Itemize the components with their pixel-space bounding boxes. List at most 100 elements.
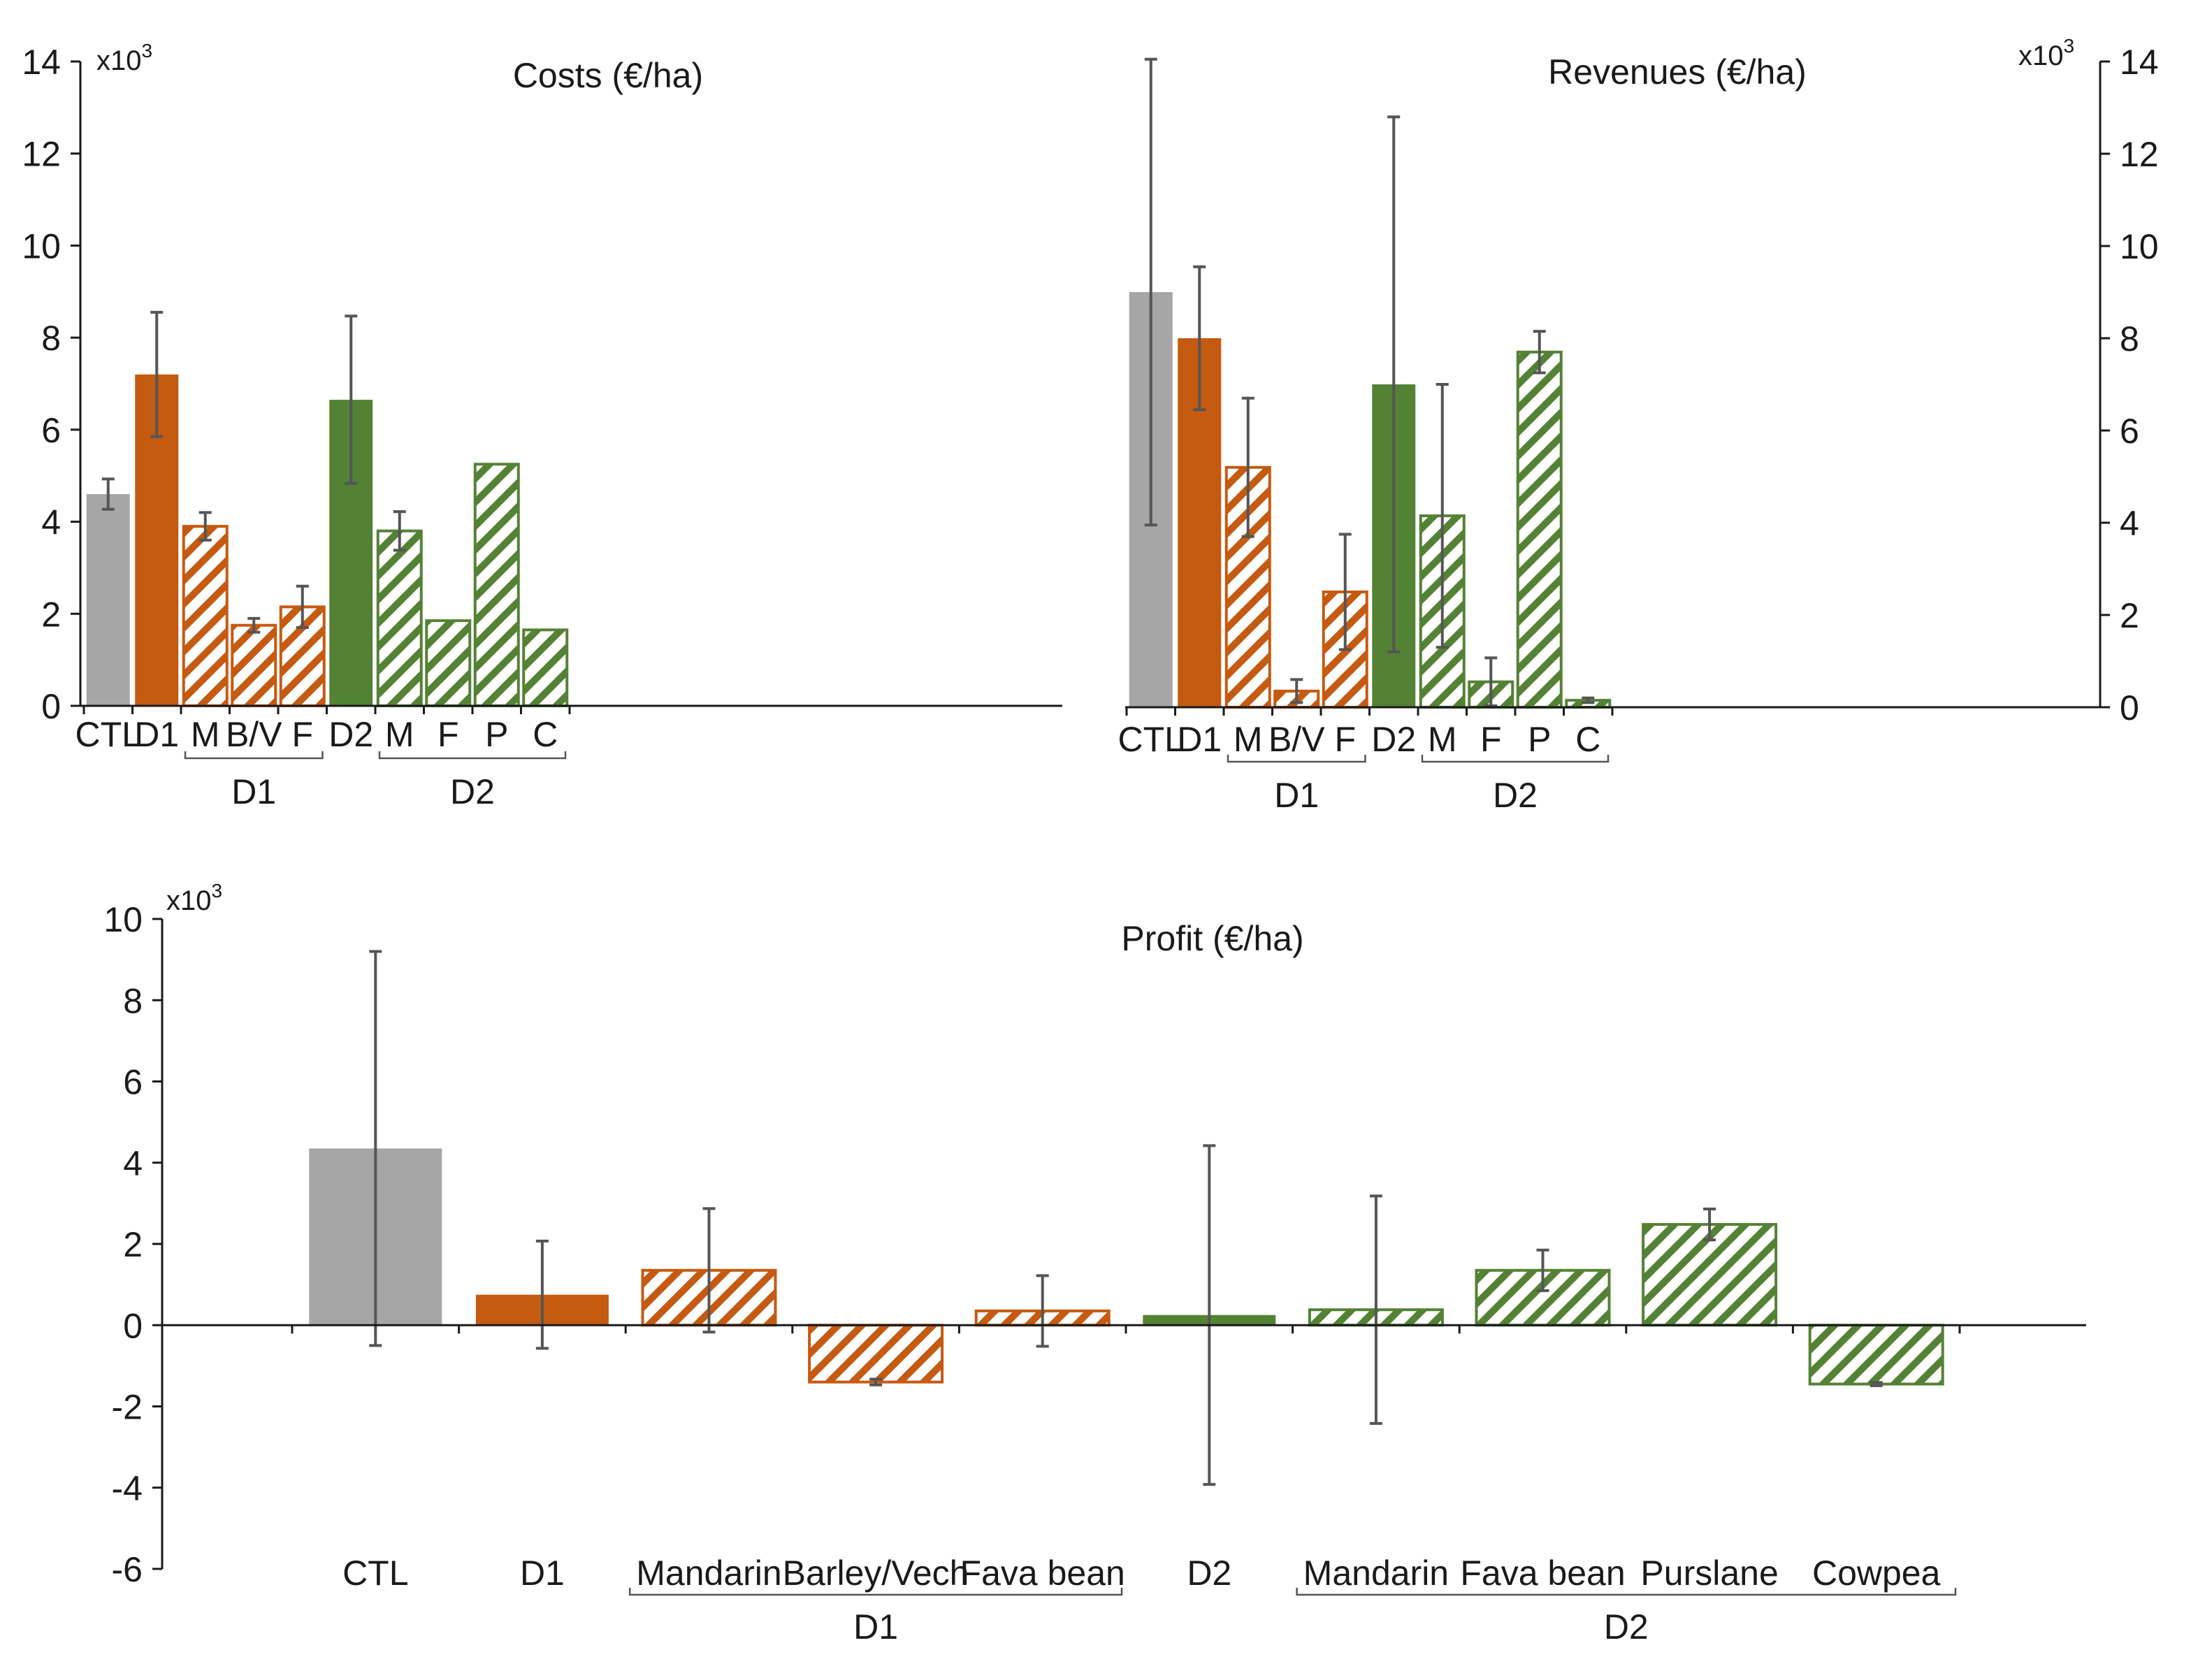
revenues-error-bar-6 — [1436, 383, 1449, 649]
profit-y-tick-label-2: -2 — [112, 1388, 143, 1427]
costs-bar-7 — [425, 619, 472, 708]
revenues-y-tick-label-1: 2 — [2120, 596, 2139, 635]
costs-category-label-9: C — [533, 715, 558, 754]
revenues-group-label-1: D2 — [1493, 776, 1538, 815]
profit-chart: Profit (€/ha) x103 -6 -4 -2 0 2 4 6 8 10 CTL D1 Man… — [103, 880, 2086, 1646]
profit-y-tick-label-3: 0 — [123, 1306, 143, 1345]
profit-category-label-1: D1 — [520, 1554, 565, 1593]
revenues-y-tick-label-0: 0 — [2120, 688, 2139, 727]
costs-y-tick-label-2: 4 — [41, 503, 61, 542]
profit-error-bar-3 — [869, 1377, 883, 1386]
costs-bar-2 — [182, 525, 229, 708]
revenues-y-tick-label-2: 4 — [2120, 504, 2139, 543]
profit-y-tick-label-4: 2 — [123, 1225, 143, 1264]
costs-group-label-0: D1 — [231, 772, 276, 811]
costs-bar-6 — [376, 529, 423, 707]
revenues-error-bar-3 — [1290, 678, 1303, 704]
costs-category-label-4: F — [291, 715, 313, 754]
costs-group-bracket-0 — [184, 751, 324, 760]
profit-category-label-4: Fava bean — [960, 1554, 1125, 1593]
costs-y-tick-label-6: 12 — [22, 135, 61, 174]
revenues-title: Revenues (€/ha) — [1548, 52, 1807, 92]
profit-group-bracket-0 — [628, 1588, 1123, 1596]
costs-category-label-8: P — [485, 715, 508, 754]
revenues-group-bracket-0 — [1227, 755, 1366, 763]
costs-category-label-6: M — [385, 715, 414, 754]
profit-error-bar-5 — [1203, 1144, 1216, 1486]
revenues-category-label-6: M — [1428, 720, 1457, 759]
revenues-error-bar-5 — [1387, 115, 1401, 653]
costs-error-bar-4 — [296, 584, 309, 630]
profit-category-label-2: Mandarin — [636, 1554, 781, 1593]
revenues-y-tick-label-3: 6 — [2120, 412, 2139, 451]
costs-bar-0 — [86, 494, 130, 706]
costs-y-tick-label-1: 2 — [41, 595, 61, 634]
profit-category-label-8: Purslane — [1640, 1554, 1778, 1593]
costs-y-tick-label-3: 6 — [41, 411, 61, 450]
profit-error-bar-9 — [1870, 1381, 1883, 1387]
profit-scale-label: x103 — [166, 880, 222, 916]
revenues-group-bracket-1 — [1421, 755, 1610, 763]
revenues-scale-label: x103 — [2018, 35, 2074, 71]
profit-group-bracket-1 — [1296, 1588, 1957, 1596]
costs-title: Costs (€/ha) — [513, 56, 703, 95]
profit-category-label-7: Fava bean — [1460, 1554, 1625, 1593]
costs-error-bar-3 — [247, 616, 261, 634]
profit-y-tick-label-6: 6 — [123, 1063, 143, 1102]
revenues-error-bar-4 — [1338, 533, 1352, 651]
revenues-category-label-2: M — [1234, 720, 1263, 759]
revenues-error-bar-2 — [1241, 396, 1254, 538]
revenues-category-label-1: D1 — [1177, 720, 1222, 759]
profit-group-label-0: D1 — [853, 1607, 898, 1646]
profit-error-bar-6 — [1369, 1194, 1382, 1425]
costs-y-tick-label-4: 8 — [41, 319, 61, 358]
costs-group-label-1: D2 — [450, 772, 495, 811]
profit-error-bar-1 — [535, 1239, 549, 1350]
costs-error-bar-6 — [393, 510, 406, 552]
revenues-y-tick-label-5: 10 — [2120, 227, 2159, 266]
profit-category-label-0: CTL — [342, 1554, 408, 1593]
costs-category-label-2: M — [191, 715, 220, 754]
profit-y-tick-label-7: 8 — [123, 981, 143, 1020]
costs-error-bar-5 — [345, 314, 358, 485]
profit-error-bar-0 — [369, 950, 382, 1347]
revenues-category-label-8: P — [1528, 720, 1551, 759]
profit-y-tick-label-5: 4 — [123, 1144, 143, 1183]
profit-error-bar-8 — [1703, 1208, 1716, 1242]
profit-category-label-5: D2 — [1187, 1554, 1231, 1593]
profit-error-bar-2 — [702, 1207, 716, 1334]
revenues-error-bar-0 — [1144, 57, 1157, 527]
costs-error-bar-2 — [198, 511, 212, 542]
revenues-category-label-0: CTL — [1118, 720, 1184, 759]
revenues-category-label-5: D2 — [1371, 720, 1416, 759]
revenues-y-tick-label-6: 12 — [2120, 135, 2159, 174]
costs-category-label-7: F — [438, 715, 459, 754]
revenues-error-bar-8 — [1533, 330, 1546, 375]
revenues-category-label-7: F — [1480, 720, 1502, 759]
revenues-error-bar-7 — [1484, 656, 1498, 708]
costs-error-bar-0 — [101, 477, 115, 511]
costs-y-tick-label-0: 0 — [41, 687, 61, 726]
costs-bar-9 — [522, 628, 569, 707]
revenues-y-tick-label-4: 8 — [2120, 319, 2139, 359]
costs-group-bracket-1 — [378, 751, 567, 760]
costs-category-label-3: B/V — [226, 715, 282, 754]
revenues-error-bar-1 — [1193, 265, 1206, 412]
profit-category-label-3: Barley/Vech — [783, 1554, 969, 1593]
costs-scale-label: x103 — [96, 40, 152, 76]
profit-error-bar-4 — [1036, 1274, 1049, 1348]
costs-category-label-1: D1 — [134, 715, 179, 754]
profit-y-tick-label-8: 10 — [103, 900, 143, 939]
profit-error-bar-7 — [1536, 1248, 1549, 1292]
costs-bar-3 — [231, 623, 277, 707]
costs-bar-8 — [473, 463, 520, 707]
profit-category-label-6: Mandarin — [1303, 1554, 1449, 1593]
costs-y-tick-label-5: 10 — [22, 226, 61, 266]
costs-error-bar-1 — [150, 310, 164, 438]
costs-y-tick-label-7: 14 — [22, 43, 61, 82]
revenues-y-tick-label-7: 14 — [2120, 43, 2159, 82]
revenues-category-label-4: F — [1334, 720, 1356, 759]
